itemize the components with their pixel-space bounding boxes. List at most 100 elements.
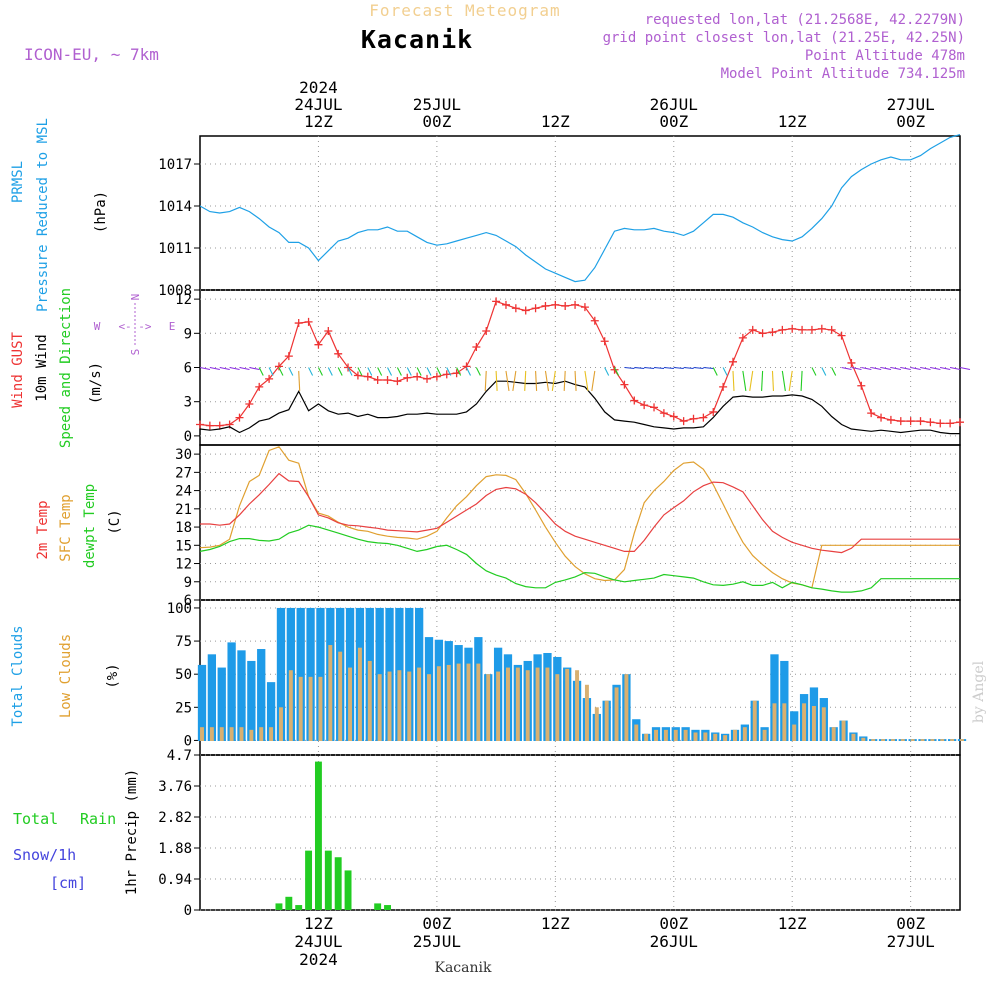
wind-10m-label: 10m Wind <box>34 334 50 401</box>
wind-direction-arrow <box>624 366 635 370</box>
total-cloud-bar <box>780 660 789 741</box>
low-cloud-bar <box>506 667 510 741</box>
gust-point <box>778 325 787 334</box>
bottom-axis-label: 00Z <box>659 914 688 933</box>
gust-point <box>867 409 876 418</box>
low-cloud-bar <box>890 739 895 741</box>
low-cloud-bar <box>259 727 264 741</box>
wind-direction-arrow <box>535 370 538 391</box>
temp-unit: (C) <box>107 509 123 534</box>
gust-point <box>205 421 214 430</box>
low-cloud-bar <box>278 707 283 741</box>
y-tick-label: 1014 <box>158 199 192 215</box>
low-cloud-bar <box>328 645 333 741</box>
wind-unit: (m/s) <box>88 362 104 404</box>
low-cloud-bar <box>456 663 461 741</box>
rain-bar <box>344 870 352 910</box>
wind-direction-arrow <box>377 367 383 376</box>
y-tick-label: 75 <box>175 634 192 650</box>
wind-direction-arrow <box>574 370 577 391</box>
wind-direction-arrow <box>484 370 487 391</box>
y-tick-label: 6 <box>184 593 192 609</box>
bottom-axis-label: 2024 <box>299 950 338 969</box>
wind-direction-arrow <box>800 370 803 391</box>
gust-point <box>334 349 343 358</box>
wind-direction-arrow <box>387 367 393 376</box>
station-title: Kacanik <box>361 25 473 54</box>
wind-direction-arrow <box>239 366 250 371</box>
total-cloud-bar <box>276 607 286 741</box>
low-cloud-bar <box>209 727 214 741</box>
wind-direction-arrow <box>456 367 462 376</box>
low-cloud-bar <box>910 739 915 741</box>
series-pressure-line <box>199 134 961 283</box>
total-cloud-bar <box>770 654 779 741</box>
gust-point <box>709 407 718 416</box>
wind-direction-arrow <box>673 366 684 370</box>
low-cloud-bar <box>584 684 589 741</box>
total-cloud-bar <box>316 607 325 741</box>
wind-direction-arrow <box>199 366 211 371</box>
rain-bar <box>285 896 293 910</box>
low-cloud-bar <box>634 724 639 741</box>
low-cloud-bar <box>308 676 313 741</box>
gridpoint-coords: grid point closest lon,lat (21.25E, 42.2… <box>603 30 965 46</box>
y-tick-label: 1.88 <box>158 841 192 857</box>
wind-direction-arrow <box>219 366 230 371</box>
y-tick-label: 1011 <box>158 241 192 257</box>
low-cloud-bar <box>871 739 876 741</box>
wind-direction-arrow <box>357 367 363 376</box>
low-cloud-bar <box>644 733 649 741</box>
y-tick-label: 9 <box>184 326 192 342</box>
low-cloud-bar <box>288 670 293 741</box>
wind-direction-arrow <box>703 366 714 370</box>
y-tick-label: 1017 <box>158 157 192 173</box>
low-cloud-bar <box>881 739 886 741</box>
gust-point <box>946 419 955 428</box>
low-cloud-bar <box>397 670 402 741</box>
low-cloud-bar <box>515 667 520 741</box>
panel-frame-temp <box>199 444 961 601</box>
wind-direction-arrow <box>544 370 549 392</box>
gust-point <box>373 376 382 385</box>
gust-point <box>817 324 826 333</box>
y-tick-label: 27 <box>175 465 192 481</box>
low-cloud-bar <box>802 703 807 741</box>
panel-frame-precip <box>199 754 961 911</box>
wind-direction-arrow <box>584 370 589 392</box>
bottom-axis-label: 00Z <box>896 914 925 933</box>
top-axis-label: 25JUL <box>413 95 461 114</box>
y-tick-label: 4.7 <box>167 748 192 764</box>
y-tick-label: 1008 <box>158 283 192 299</box>
gust-point <box>294 319 303 328</box>
wind-direction-arrow <box>693 366 704 370</box>
cloud-unit: (%) <box>105 663 121 688</box>
compass-n: N <box>129 294 142 301</box>
rain-bar <box>324 850 332 910</box>
low-cloud-bar <box>841 720 846 741</box>
low-cloud-bar <box>476 663 481 741</box>
gust-point <box>768 328 777 337</box>
gust-point <box>857 381 866 390</box>
point-altitude: Point Altitude 478m <box>805 48 965 64</box>
low-cloud-bar <box>811 705 816 741</box>
gust-point <box>304 317 313 326</box>
gust-point <box>669 412 678 421</box>
wind-direction-arrow <box>910 366 921 371</box>
gust-point <box>719 382 728 391</box>
pressure-unit: (hPa) <box>93 191 109 233</box>
rain-bar <box>275 903 283 910</box>
gust-point <box>492 297 501 306</box>
low-cloud-bar <box>683 729 688 741</box>
low-cloud-bar <box>752 700 757 741</box>
total-cloud-bar <box>227 642 236 741</box>
low-cloud-bar <box>663 729 668 741</box>
low-cloud-bar <box>229 727 234 741</box>
rain-bar <box>295 905 303 910</box>
gust-point <box>324 327 333 336</box>
gust-point <box>788 324 797 333</box>
bottom-axis-label: 24JUL <box>294 932 342 951</box>
wind-direction-arrow <box>663 366 674 370</box>
wind-direction-arrow <box>317 367 323 376</box>
wind-direction-arrow <box>712 367 718 376</box>
